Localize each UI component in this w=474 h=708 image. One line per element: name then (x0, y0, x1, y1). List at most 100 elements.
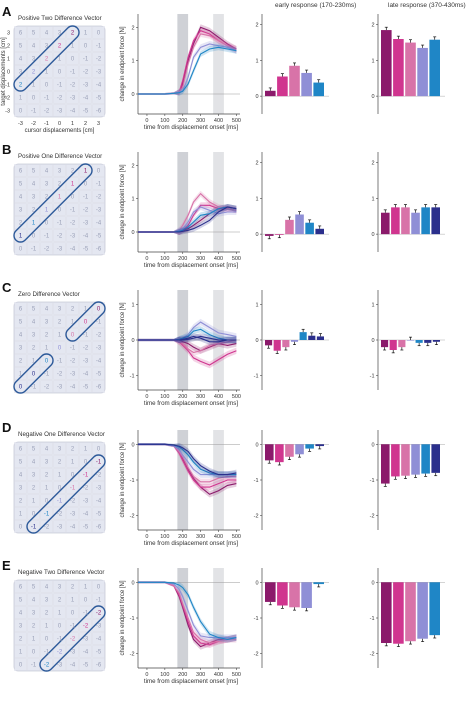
matrix-cell (14, 593, 27, 606)
matrix-cell (53, 315, 66, 328)
bar (398, 340, 406, 348)
matrix-cell (53, 606, 66, 619)
matrix-value: -1 (70, 208, 76, 214)
difference-vector-outline (65, 301, 106, 342)
matrix-cell (40, 242, 53, 255)
matrix-value: -3 (57, 385, 63, 391)
matrix-cell (79, 632, 92, 645)
matrix-cell (92, 242, 105, 255)
x-tick-label: 100 (160, 394, 169, 400)
matrix-cell (66, 481, 79, 494)
matrix-value: 1 (19, 96, 23, 102)
matrix-cell (27, 468, 40, 481)
x-tick-label: 500 (232, 534, 241, 540)
bar (315, 444, 324, 447)
early-window-shade (177, 568, 189, 668)
matrix-value: 0 (19, 385, 23, 391)
matrix-value: -2 (70, 83, 76, 89)
bar-y-tick-label: 1 (255, 58, 258, 64)
matrix-cell (92, 78, 105, 91)
bar (265, 582, 276, 602)
bar (316, 336, 324, 340)
y-tick-label: 0 (131, 442, 134, 448)
matrix-value: 6 (19, 447, 23, 453)
matrix-value: 2 (45, 57, 49, 63)
matrix-cell (40, 468, 53, 481)
matrix-cell (66, 104, 79, 117)
matrix-cell (27, 455, 40, 468)
matrix-value: 0 (84, 182, 88, 188)
bar-y-tick-label: -2 (254, 514, 259, 520)
matrix-value: 0 (58, 70, 62, 76)
matrix-ytick: -2 (5, 96, 10, 102)
matrix-value: -4 (83, 650, 89, 656)
bar-y-tick-label: -1 (254, 374, 259, 380)
matrix-value: -2 (83, 486, 89, 492)
matrix-cell (66, 65, 79, 78)
matrix-cell (27, 26, 40, 39)
matrix-cell (53, 658, 66, 671)
matrix-cell (40, 380, 53, 393)
matrix-cell (40, 302, 53, 315)
bar (417, 582, 428, 639)
matrix-value: -3 (96, 70, 102, 76)
matrix-cell (66, 455, 79, 468)
matrix-cell (79, 328, 92, 341)
bar (289, 582, 300, 608)
matrix-cell (92, 229, 105, 242)
matrix-cell (66, 216, 79, 229)
matrix-value: -3 (70, 512, 76, 518)
matrix-cell (66, 580, 79, 593)
x-tick-label: 400 (214, 672, 223, 678)
matrix-cell (14, 104, 27, 117)
matrix-value: 2 (19, 83, 23, 89)
matrix-value: 0 (58, 486, 62, 492)
matrix-cell (79, 315, 92, 328)
x-tick-label: 300 (196, 256, 205, 262)
matrix-value: -4 (96, 359, 102, 365)
matrix-cell (40, 606, 53, 619)
matrix-value: 1 (58, 333, 62, 339)
matrix-value: 0 (58, 208, 62, 214)
matrix-cell (40, 203, 53, 216)
matrix-cell (92, 104, 105, 117)
bar (431, 207, 440, 235)
matrix-value: -2 (83, 70, 89, 76)
matrix-value: -1 (70, 346, 76, 352)
matrix-value: 0 (71, 333, 75, 339)
matrix-value: 2 (32, 624, 36, 630)
matrix-value: 1 (84, 31, 88, 37)
matrix-value: -1 (83, 333, 89, 339)
matrix-cell (92, 507, 105, 520)
matrix-cell (53, 229, 66, 242)
x-tick-label: 0 (145, 394, 148, 400)
matrix-value: -2 (96, 473, 102, 479)
matrix-cell (92, 91, 105, 104)
matrix-cell (66, 380, 79, 393)
bar-y-tick-label: 1 (255, 196, 258, 202)
matrix-cell (79, 104, 92, 117)
bar (405, 582, 416, 642)
matrix-cell (53, 177, 66, 190)
matrix-cell (79, 39, 92, 52)
matrix-value: -3 (83, 221, 89, 227)
matrix-value: 1 (71, 460, 75, 466)
matrix-value: 0 (45, 359, 49, 365)
matrix-value: 1 (71, 182, 75, 188)
matrix-cell (79, 367, 92, 380)
matrix-ytick: 3 (7, 31, 10, 37)
matrix-cell (79, 91, 92, 104)
matrix-value: -1 (44, 96, 50, 102)
matrix-value: 4 (32, 320, 36, 326)
matrix-cell (14, 367, 27, 380)
matrix-cell (92, 632, 105, 645)
bar-y-tick-label: -2 (254, 652, 259, 658)
matrix-cell (27, 380, 40, 393)
matrix-value: -1 (44, 512, 50, 518)
matrix-cell (53, 203, 66, 216)
matrix-value: 5 (19, 44, 23, 50)
matrix-value: -2 (83, 208, 89, 214)
bar (299, 332, 307, 340)
matrix-value: 5 (32, 31, 36, 37)
bar (381, 30, 392, 97)
